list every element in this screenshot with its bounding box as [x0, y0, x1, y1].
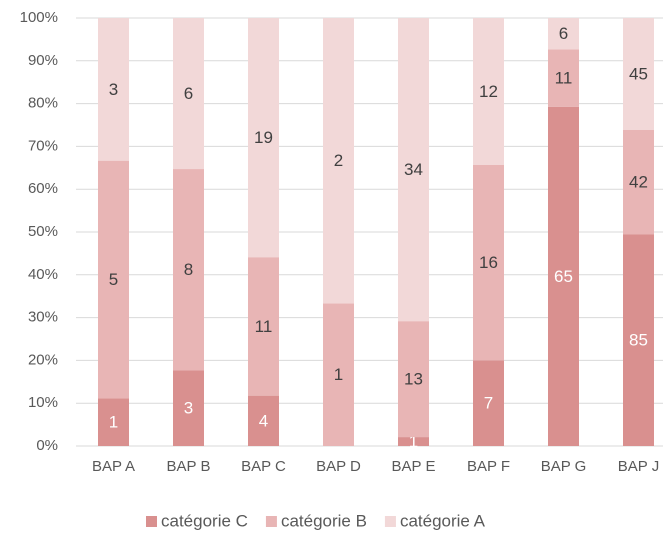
bar-segment: [473, 164, 504, 361]
bar-segment: [98, 398, 129, 446]
data-label: 2: [334, 151, 343, 170]
data-label: 8: [184, 260, 193, 279]
legend-swatch: [265, 516, 277, 527]
y-tick-label: 30%: [28, 309, 58, 326]
y-tick-label: 100%: [20, 9, 58, 26]
y-tick-label: 90%: [28, 52, 58, 69]
bar-segment: [173, 18, 204, 170]
x-tick-label: BAP G: [541, 458, 587, 475]
x-tick-label: BAP A: [92, 458, 135, 475]
x-tick-label: BAP C: [241, 458, 286, 475]
legend-swatch: [146, 516, 157, 527]
y-tick-label: 60%: [28, 180, 58, 197]
bar-segment: [398, 18, 429, 322]
y-tick-label: 20%: [28, 351, 58, 368]
y-tick-label: 40%: [28, 266, 58, 283]
bar-segment: [323, 303, 354, 446]
legend-label: catégorie B: [281, 511, 367, 530]
data-label: 85: [629, 331, 648, 350]
data-label: 11: [255, 317, 273, 336]
bar-segment: [173, 169, 204, 371]
x-tick-label: BAP D: [316, 458, 361, 475]
x-tick-label: BAP E: [392, 458, 436, 475]
bar-segment: [398, 321, 429, 438]
data-label: 12: [479, 82, 498, 101]
bar-segment: [248, 18, 279, 258]
data-label: 3: [109, 80, 118, 99]
y-tick-label: 10%: [28, 394, 58, 411]
data-label: 42: [629, 173, 648, 192]
bar-segment: [473, 360, 504, 446]
bar-segment: [98, 18, 129, 161]
bar-segment: [173, 370, 204, 446]
y-tick-label: 50%: [28, 223, 58, 240]
data-label: 13: [404, 370, 423, 389]
x-tick-label: BAP F: [467, 458, 510, 475]
bar-segment: [323, 18, 354, 304]
x-tick-label: BAP B: [167, 458, 211, 475]
bar-segment: [398, 437, 429, 446]
data-label: 5: [109, 270, 118, 289]
bar-segment: [623, 129, 654, 235]
legend-label: catégorie A: [400, 511, 486, 530]
data-label: 4: [259, 411, 268, 430]
bar-segment: [623, 18, 654, 130]
bar-segment: [548, 106, 579, 447]
y-tick-label: 70%: [28, 137, 58, 154]
data-label: 45: [629, 64, 648, 83]
bar-segment: [98, 160, 129, 399]
bar-segment: [248, 395, 279, 446]
bar-segment: [248, 257, 279, 396]
legend-label: catégorie C: [161, 511, 248, 530]
data-label: 1: [334, 365, 343, 384]
bar-segment: [623, 234, 654, 446]
data-label: 6: [184, 84, 193, 103]
data-label: 3: [184, 399, 193, 418]
y-tick-label: 80%: [28, 95, 58, 112]
data-label: 19: [254, 128, 273, 147]
data-label: 16: [479, 253, 498, 272]
data-label: 1: [409, 432, 418, 451]
bar-segment: [548, 49, 579, 107]
data-label: 6: [559, 24, 568, 43]
y-tick-label: 0%: [36, 437, 58, 454]
legend-swatch: [384, 516, 396, 527]
data-label: 65: [554, 267, 573, 286]
data-label: 7: [484, 394, 493, 413]
bar-segment: [473, 18, 504, 165]
data-label: 1: [109, 413, 118, 432]
data-label: 11: [555, 69, 573, 88]
data-label: 34: [404, 160, 423, 179]
bar-segment: [548, 18, 579, 50]
x-tick-label: BAP J: [618, 458, 659, 475]
